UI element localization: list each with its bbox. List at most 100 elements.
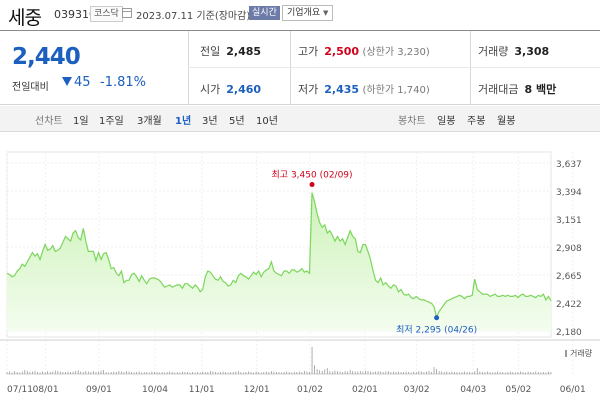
volume-bar bbox=[29, 372, 31, 374]
volume-bar bbox=[428, 371, 430, 374]
volume-bar bbox=[316, 369, 318, 374]
volume-bar bbox=[436, 369, 438, 374]
volume-bar bbox=[405, 371, 407, 374]
trade-amount-label: 거래대금 bbox=[478, 83, 519, 96]
volume-bar bbox=[357, 371, 359, 374]
volume-bar bbox=[365, 370, 366, 374]
volume-bar bbox=[136, 372, 138, 374]
tab-3m[interactable]: 3개월 bbox=[137, 116, 162, 127]
volume-bar bbox=[93, 371, 94, 374]
volume-label: 거래량 bbox=[478, 45, 509, 58]
volume-bar bbox=[400, 372, 402, 374]
divider bbox=[470, 31, 471, 105]
x-tick-label: 06/01 bbox=[560, 385, 586, 395]
volume-bar bbox=[385, 371, 387, 374]
volume-bar bbox=[413, 371, 415, 374]
tab-daily[interactable]: 일봉 bbox=[437, 116, 456, 127]
chevron-down-icon: ▼ bbox=[323, 9, 329, 17]
stock-header: 세중 039310 코스닥 2023.07.11 기준(장마감) 실시간 기업개… bbox=[0, 0, 600, 30]
tab-10y[interactable]: 10년 bbox=[256, 116, 278, 127]
volume-bar bbox=[474, 371, 476, 374]
volume-bar bbox=[235, 371, 237, 374]
tab-5y[interactable]: 5년 bbox=[229, 116, 245, 127]
tab-monthly[interactable]: 월봉 bbox=[497, 116, 516, 127]
volume-bar bbox=[77, 370, 79, 374]
volume-label: 거래량 bbox=[570, 348, 593, 358]
realtime-button[interactable]: 실시간 bbox=[249, 6, 280, 20]
volume-bar bbox=[273, 371, 275, 374]
volume-bar bbox=[212, 371, 214, 374]
stock-code: 039310 bbox=[54, 8, 96, 21]
volume-bar bbox=[497, 371, 499, 374]
volume-bar bbox=[21, 371, 23, 374]
volume-bar bbox=[525, 372, 526, 374]
x-tick-label: 10/04 bbox=[142, 385, 168, 395]
high-value: 2,500 bbox=[324, 45, 360, 58]
volume-bar bbox=[324, 369, 326, 374]
volume-bar bbox=[301, 372, 303, 374]
change-rate: -1.81% bbox=[100, 75, 146, 90]
volume-bar bbox=[199, 372, 201, 374]
price-chart-svg: 3,637 3,394 3,151 2,908 2,665 2,422 2,180 07/11… bbox=[0, 151, 600, 395]
volume-bar bbox=[123, 372, 125, 374]
line-chart-label: 선차트 bbox=[35, 116, 63, 127]
volume-bar bbox=[479, 371, 481, 374]
volume-bar bbox=[113, 371, 115, 374]
volume-bar bbox=[466, 372, 468, 374]
volume-bar bbox=[110, 372, 112, 374]
tab-1y[interactable]: 1년 bbox=[175, 116, 192, 127]
x-tick-label: 09/01 bbox=[86, 385, 112, 395]
volume-bar bbox=[131, 372, 132, 374]
tab-weekly[interactable]: 주봉 bbox=[467, 116, 486, 127]
company-overview-dropdown[interactable]: 기업개요 ▼ bbox=[282, 5, 334, 21]
volume-bar bbox=[395, 372, 397, 374]
volume-bar bbox=[42, 371, 43, 374]
divider bbox=[188, 31, 189, 105]
volume-bar bbox=[260, 372, 262, 374]
volume-bar bbox=[207, 372, 209, 374]
volume-bar bbox=[220, 372, 221, 374]
volume-bar bbox=[19, 372, 21, 374]
volume-bar bbox=[367, 371, 369, 374]
volume-bar bbox=[387, 371, 389, 374]
volume-bar bbox=[509, 371, 511, 374]
volume-bar bbox=[34, 371, 36, 374]
volume-bar bbox=[75, 371, 77, 374]
volume-bar bbox=[403, 372, 404, 374]
volume-bar bbox=[454, 372, 455, 374]
volume-bar bbox=[217, 372, 219, 374]
volume-bar bbox=[489, 372, 491, 374]
tab-1w[interactable]: 1주일 bbox=[99, 116, 124, 127]
y-tick-label: 2,908 bbox=[556, 244, 582, 254]
volume-bar bbox=[179, 372, 181, 374]
volume-bar bbox=[342, 372, 343, 374]
volume-bar bbox=[253, 372, 254, 374]
volume-bar bbox=[309, 372, 310, 374]
volume-bar bbox=[54, 370, 56, 374]
y-tick-label: 3,394 bbox=[556, 188, 582, 198]
volume-bar bbox=[164, 372, 166, 374]
volume-bar bbox=[85, 371, 87, 374]
volume-bar bbox=[372, 372, 374, 374]
candle-chart-label: 봉차트 bbox=[398, 116, 426, 127]
price-chart[interactable]: 3,637 3,394 3,151 2,908 2,665 2,422 2,180 07/11… bbox=[0, 140, 600, 407]
volume-bar bbox=[143, 372, 145, 374]
volume-bar bbox=[527, 371, 529, 374]
tab-1d[interactable]: 1일 bbox=[73, 116, 89, 127]
volume-bar bbox=[171, 372, 173, 374]
volume-bar bbox=[70, 372, 71, 374]
x-tick-label: 01/02 bbox=[297, 385, 323, 395]
volume-bar bbox=[232, 372, 234, 374]
volume-bar bbox=[377, 371, 379, 374]
volume-bar bbox=[423, 372, 425, 374]
volume-bar bbox=[375, 371, 376, 374]
volume-bar bbox=[192, 372, 193, 374]
volume-bar bbox=[161, 372, 163, 374]
tab-3y[interactable]: 3년 bbox=[202, 116, 218, 127]
volume-bar bbox=[487, 371, 488, 374]
volume-bar bbox=[248, 371, 249, 374]
upper-limit: (상한가 3,230) bbox=[362, 47, 430, 58]
volume-value: 3,308 bbox=[514, 45, 550, 58]
volume-bar bbox=[476, 368, 478, 374]
volume-bar bbox=[258, 372, 260, 374]
